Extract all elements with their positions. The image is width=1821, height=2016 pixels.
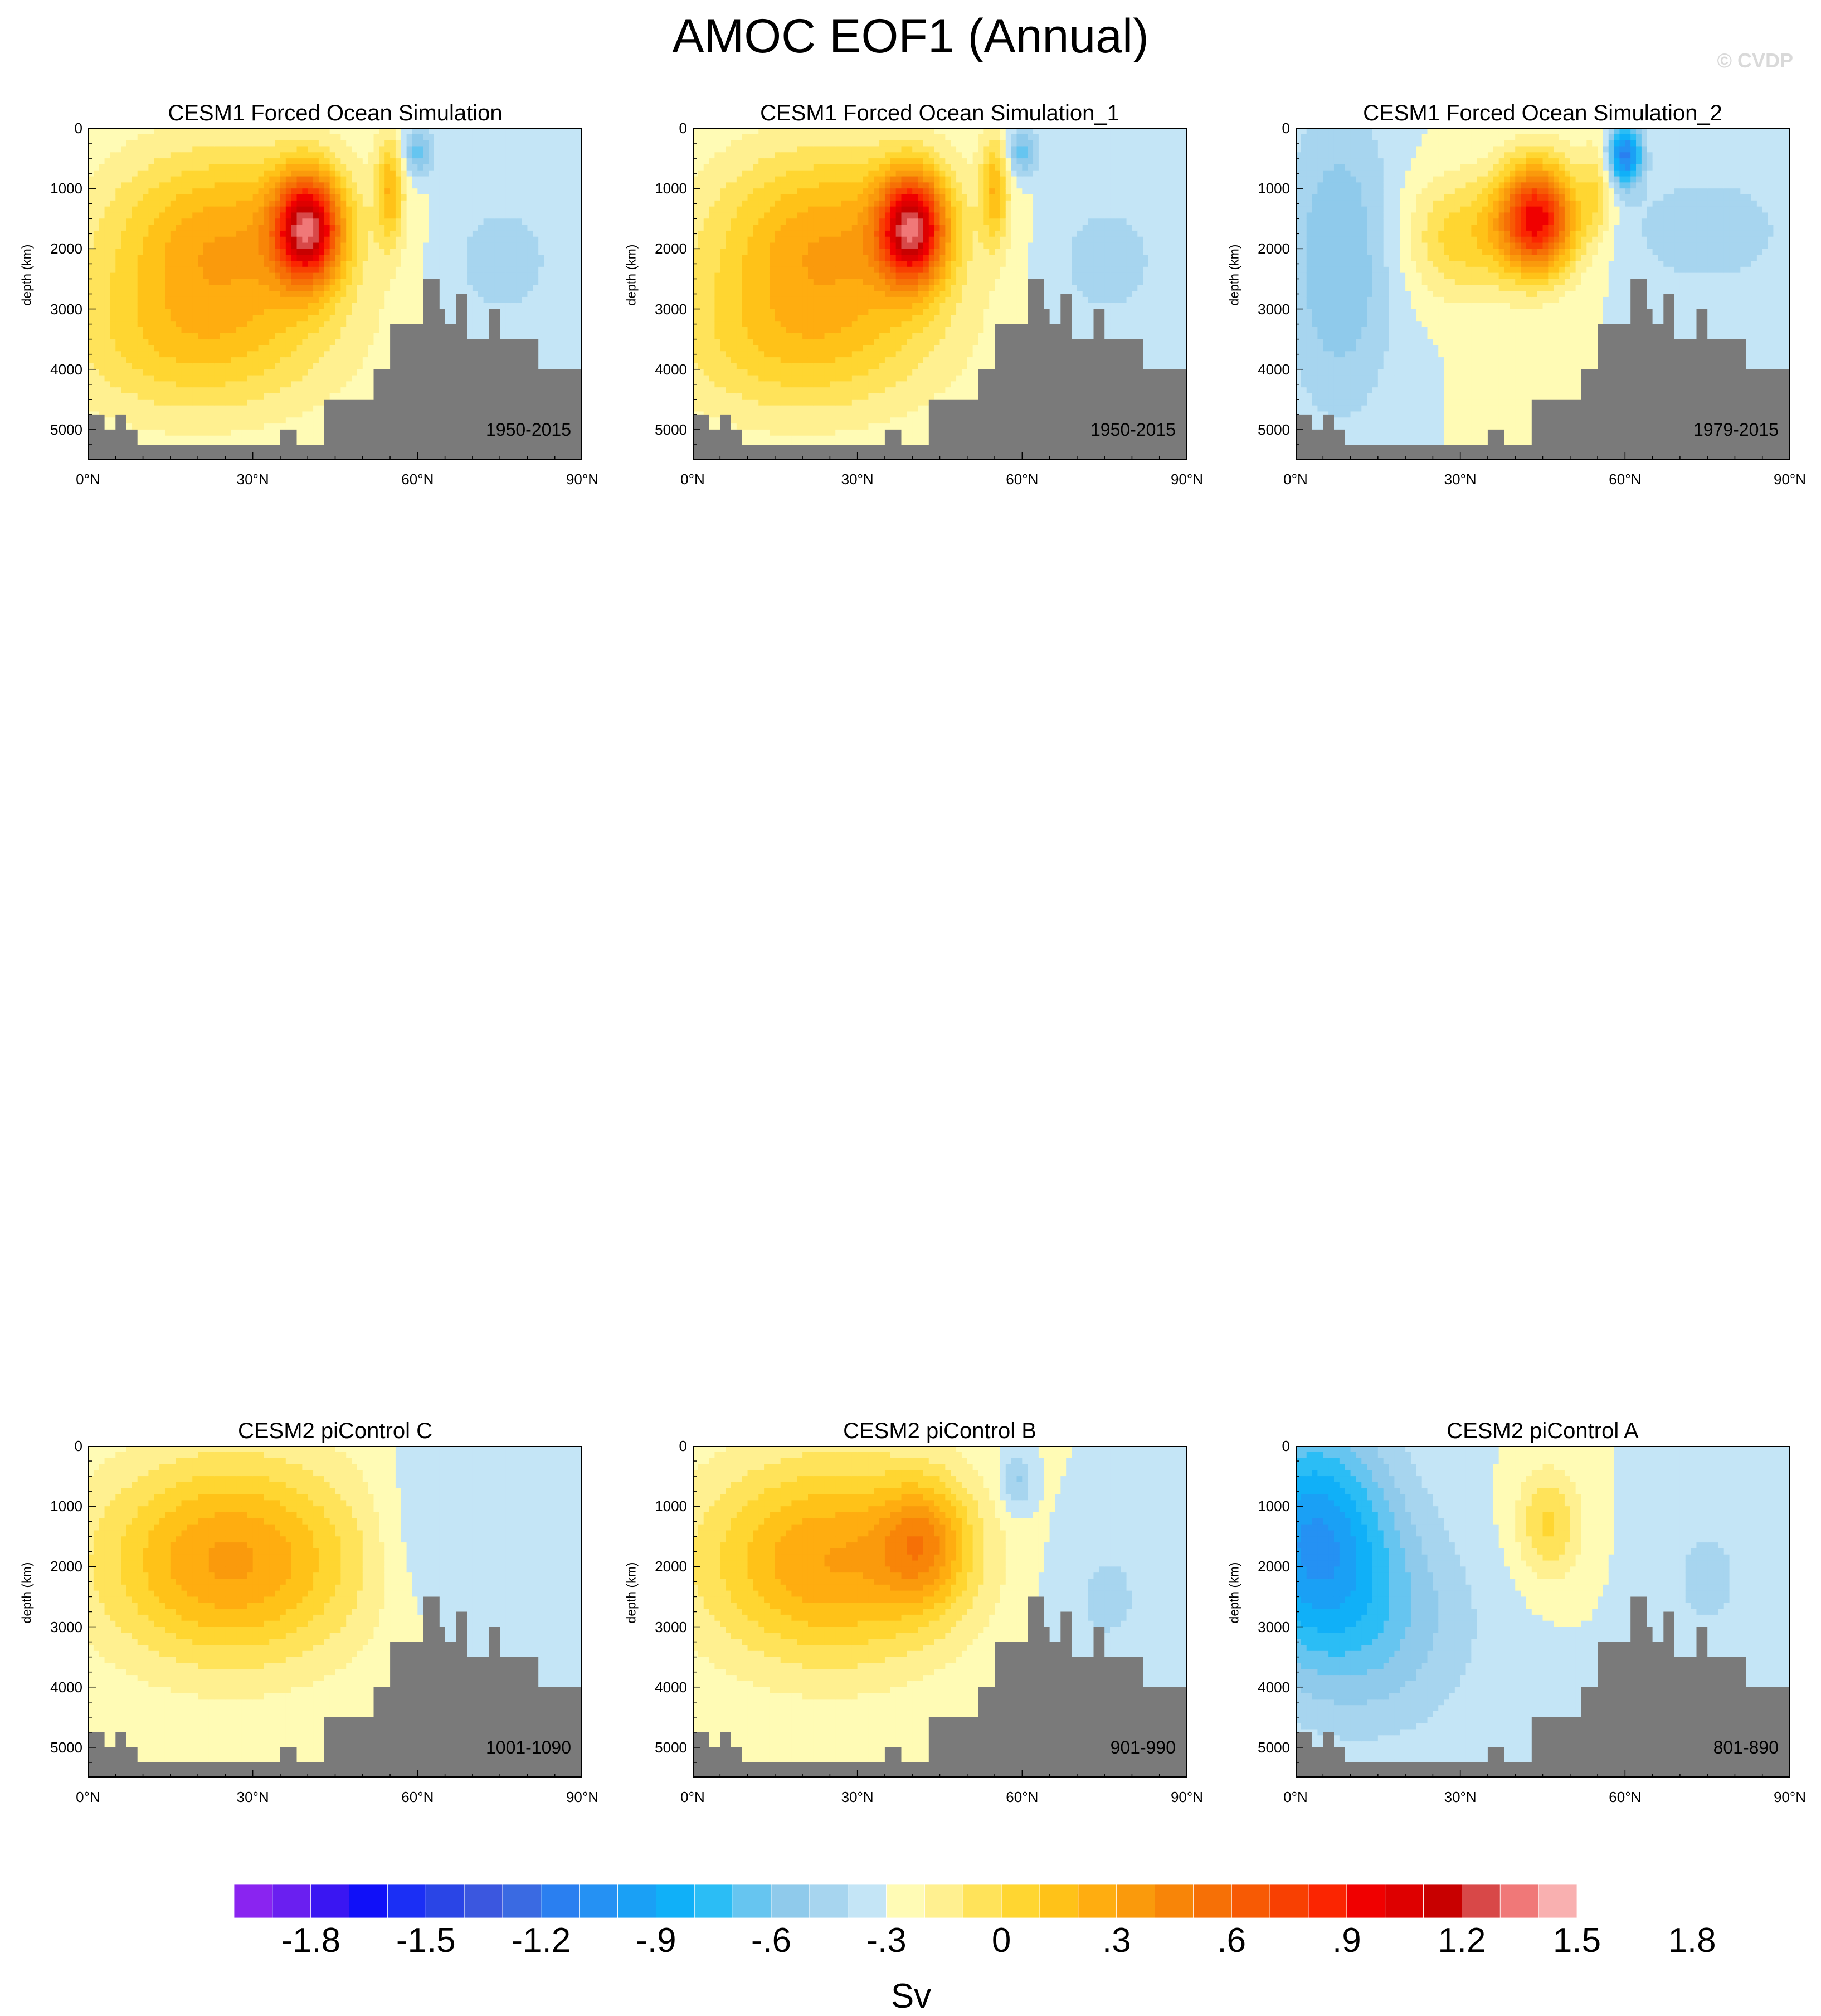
y-tick-label: 0 <box>32 120 82 137</box>
panel-title: CESM1 Forced Ocean Simulation <box>32 99 638 127</box>
cvdp-watermark: © CVDP <box>1717 49 1793 72</box>
figure-title: AMOC EOF1 (Annual) <box>0 6 1821 67</box>
plot-frame <box>88 128 582 460</box>
